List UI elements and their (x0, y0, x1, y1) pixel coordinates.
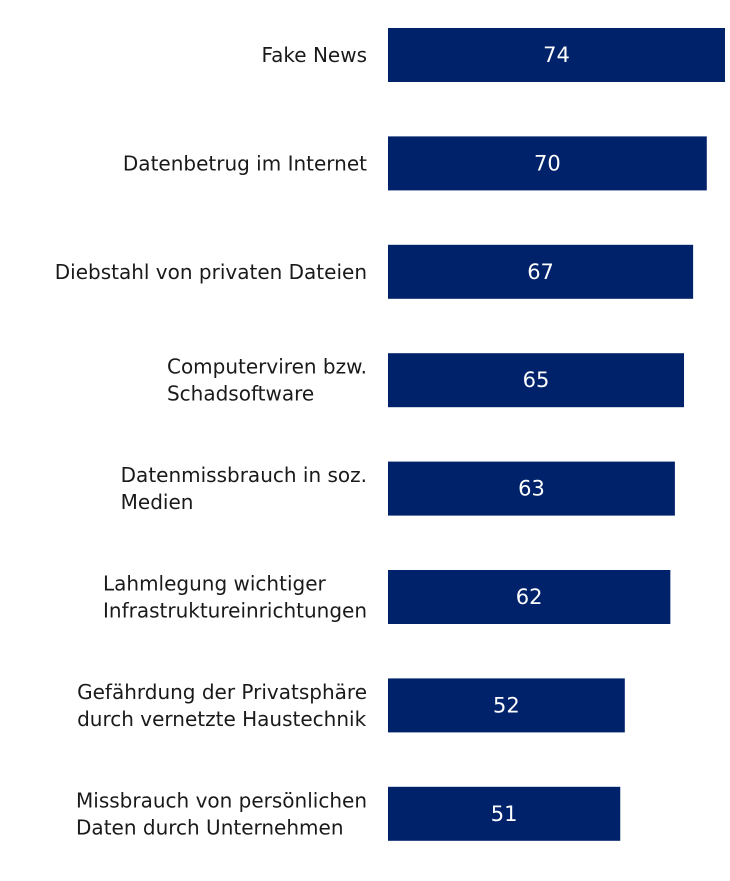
bar (388, 353, 685, 408)
bar (388, 461, 675, 516)
value-label: 62 (516, 585, 543, 609)
category-label: Missbrauch von persönlichen Daten durch U… (76, 788, 367, 839)
value-label: 52 (493, 693, 520, 717)
value-label: 51 (491, 802, 518, 826)
value-label: 74 (543, 43, 570, 67)
category-label: Fake News (262, 43, 368, 67)
bar-row: 70 Datenbetrug im Internet (123, 136, 707, 191)
bar-row: 74 Fake News (262, 28, 725, 82)
bar-row: 62 Lahmlegung wichtiger Infrastruktureinri… (103, 570, 671, 624)
value-label: 70 (534, 151, 561, 175)
bar-row: 51 Missbrauch von persönlichen Daten durch… (76, 786, 621, 841)
category-label: Computerviren bzw. Schadsoftware (167, 355, 367, 406)
bar (388, 244, 694, 299)
bar (388, 136, 707, 191)
bar (388, 570, 671, 624)
value-label: 67 (527, 260, 554, 284)
bar-row: 65 Computerviren bzw. Schadsoftware (167, 353, 685, 408)
bar (388, 786, 621, 841)
bar-row: 67 Diebstahl von privaten Dateien (55, 244, 694, 299)
bar (388, 678, 625, 733)
category-label: Datenmissbrauch in soz. Medien (121, 463, 367, 514)
category-label: Diebstahl von privaten Dateien (55, 260, 367, 284)
category-label: Gefährdung der Privatsphäre durch vernetz… (77, 680, 367, 731)
value-label: 63 (518, 477, 545, 501)
bar-row: 52 Gefährdung der Privatsphäre durch verne… (77, 678, 625, 733)
value-label: 65 (523, 368, 550, 392)
bar-row: 63 Datenmissbrauch in soz. Medien (121, 461, 675, 516)
bar (388, 28, 725, 82)
category-label: Datenbetrug im Internet (123, 151, 367, 175)
category-label: Lahmlegung wichtiger Infrastruktureinrich… (103, 572, 367, 623)
